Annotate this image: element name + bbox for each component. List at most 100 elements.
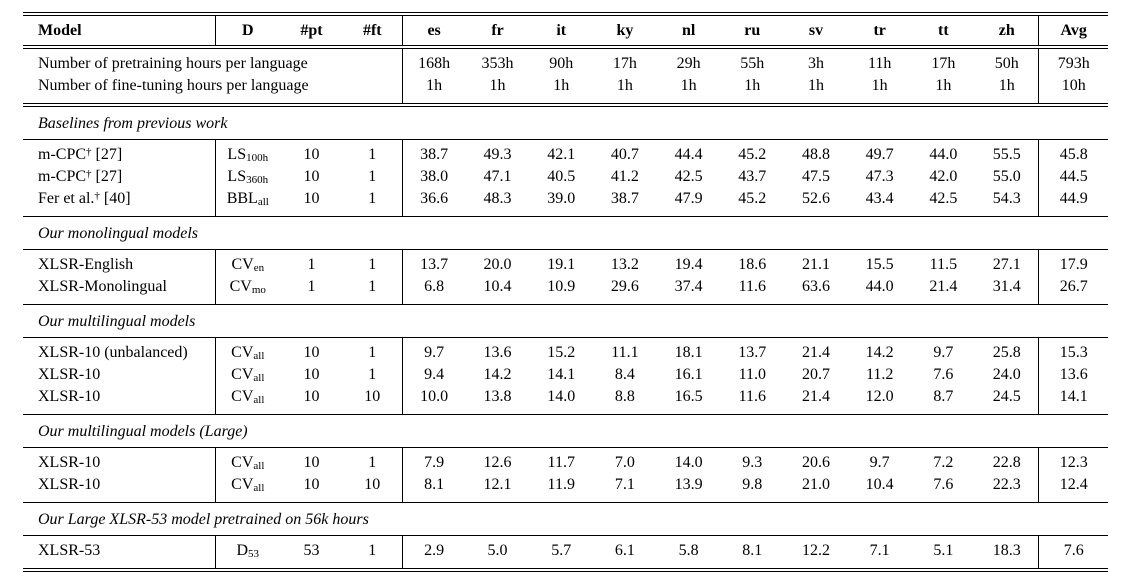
dataset-cell: CVmo <box>214 276 281 305</box>
ft-cell: 1 <box>368 146 377 163</box>
table-row: m-CPC† [27] LS100h 10 1 38.7 49.3 42.1 40.7 44.4… <box>23 139 1108 166</box>
score-cell: 8.4 <box>614 366 635 383</box>
ft-cell: 1 <box>368 168 377 185</box>
score-cell: 8.1 <box>401 474 466 503</box>
sub-text: all <box>253 460 265 472</box>
score-cell: 40.7 <box>610 146 639 163</box>
pt-cell: 10 <box>303 190 320 207</box>
hours-group: Number of pretraining hours per language… <box>23 47 1108 105</box>
score-cell: 2.9 <box>401 535 466 570</box>
dataset-cell: CVall <box>214 386 281 415</box>
score-cell: 11.0 <box>738 366 766 383</box>
column-header-sv: sv <box>808 22 824 39</box>
score-cell: 7.9 <box>401 447 466 474</box>
score-cell: 21.1 <box>801 256 830 273</box>
text: CV <box>231 256 254 273</box>
score-cell: 43.7 <box>738 168 767 185</box>
score-cell: 21.4 <box>801 388 830 405</box>
score-cell: 44.0 <box>865 278 894 295</box>
score-cell: 37.4 <box>674 278 703 295</box>
sup-text: † <box>86 168 92 180</box>
model-cell: XLSR-10 <box>23 386 215 415</box>
column-header-model: Model <box>38 22 82 39</box>
column-header-ft: #ft <box>362 22 382 39</box>
score-cell: 20.7 <box>801 366 830 383</box>
column-header-fr: fr <box>491 22 504 39</box>
column-header-ky: ky <box>616 22 634 39</box>
sub-text: mo <box>251 284 266 296</box>
text: LS <box>227 146 247 163</box>
score-cell: 12.1 <box>483 476 512 493</box>
section-title-row: Our multilingual models (Large) <box>23 415 1108 448</box>
score-cell: 5.0 <box>487 542 508 559</box>
text: XLSR-10 <box>38 454 101 471</box>
score-cell: 7.2 <box>933 454 954 471</box>
score-cell: 5.1 <box>933 542 954 559</box>
section-data-group: XLSR-English CVen 1 1 13.7 20.0 19.1 13.2 19.4 18… <box>23 249 1108 305</box>
hours-value-cell: 1h <box>489 77 506 94</box>
section-title-row: Baselines from previous work <box>23 105 1108 140</box>
score-cell: 54.3 <box>992 190 1021 207</box>
dataset-cell: LS360h <box>214 166 281 188</box>
hours-value-cell: 1h <box>998 77 1015 94</box>
ft-cell: 1 <box>368 344 377 361</box>
model-cell: XLSR-53 <box>23 536 215 571</box>
pt-cell: 10 <box>303 366 320 383</box>
hours-row: Number of pretraining hours per language… <box>23 47 1108 75</box>
table-row: XLSR-10 CVall 10 1 9.4 14.2 14.1 8.4 16.1 11.0 20.… <box>23 364 1108 386</box>
table-row: XLSR-53 D53 53 1 2.9 5.0 5.7 6.1 5.8 8.1 12.2 7.1 5.… <box>23 535 1108 571</box>
pt-cell: 53 <box>303 542 320 559</box>
score-cell: 9.3 <box>742 454 763 471</box>
table-row: XLSR-10 CVall 10 10 10.0 13.8 14.0 8.8 16.5 11.6 2… <box>23 386 1108 415</box>
score-cell: 22.3 <box>992 476 1021 493</box>
score-cell: 44.4 <box>674 146 703 163</box>
avg-cell: 44.9 <box>1038 188 1108 217</box>
text: CV <box>231 454 254 471</box>
section-title-row: Our multilingual models <box>23 305 1108 338</box>
sub-text: all <box>253 482 265 494</box>
text: XLSR-English <box>38 256 134 273</box>
dataset-cell: CVall <box>214 447 281 474</box>
ft-cell: 10 <box>364 388 381 405</box>
column-header-avg: Avg <box>1038 14 1108 47</box>
hours-value-cell: 55h <box>740 55 765 72</box>
ft-cell: 1 <box>368 542 377 559</box>
hours-value-cell: 168h <box>401 47 466 75</box>
score-cell: 24.0 <box>992 366 1021 383</box>
column-header-it: it <box>556 22 567 39</box>
section-title: Our monolingual models <box>38 225 198 242</box>
hours-value-cell: 17h <box>612 55 637 72</box>
score-cell: 49.3 <box>483 146 512 163</box>
hours-value-cell: 1h <box>553 77 570 94</box>
results-table: Model D #pt #ft es fr it ky nl ru sv tr tt zh Avg Numb… <box>23 12 1108 572</box>
text: XLSR-53 <box>38 542 101 559</box>
score-cell: 12.6 <box>483 454 512 471</box>
text: CV <box>231 388 254 405</box>
score-cell: 63.6 <box>801 278 830 295</box>
score-cell: 55.0 <box>992 168 1021 185</box>
score-cell: 6.8 <box>401 276 466 305</box>
score-cell: 9.8 <box>742 476 763 493</box>
score-cell: 11.1 <box>611 344 639 361</box>
column-header-ru: ru <box>744 22 761 39</box>
avg-cell: 13.6 <box>1038 364 1108 386</box>
score-cell: 38.0 <box>401 166 466 188</box>
score-cell: 11.7 <box>547 454 575 471</box>
score-cell: 31.4 <box>992 278 1021 295</box>
model-cell: XLSR-10 <box>23 474 215 503</box>
hours-value-cell: 90h <box>549 55 574 72</box>
score-cell: 12.2 <box>801 542 830 559</box>
score-cell: 6.1 <box>614 542 635 559</box>
score-cell: 7.1 <box>869 542 890 559</box>
hours-value-cell: 50h <box>994 55 1019 72</box>
hours-value-cell: 1h <box>401 75 466 105</box>
hours-value-cell: 17h <box>931 55 956 72</box>
text: XLSR-10 (unbalanced) <box>38 344 188 361</box>
section-title-group: Baselines from previous work <box>23 105 1108 140</box>
score-cell: 5.7 <box>551 542 572 559</box>
score-cell: 9.7 <box>401 337 466 364</box>
score-cell: 10.0 <box>401 386 466 415</box>
column-header-es: es <box>401 14 466 47</box>
column-header-d: D <box>214 14 281 47</box>
